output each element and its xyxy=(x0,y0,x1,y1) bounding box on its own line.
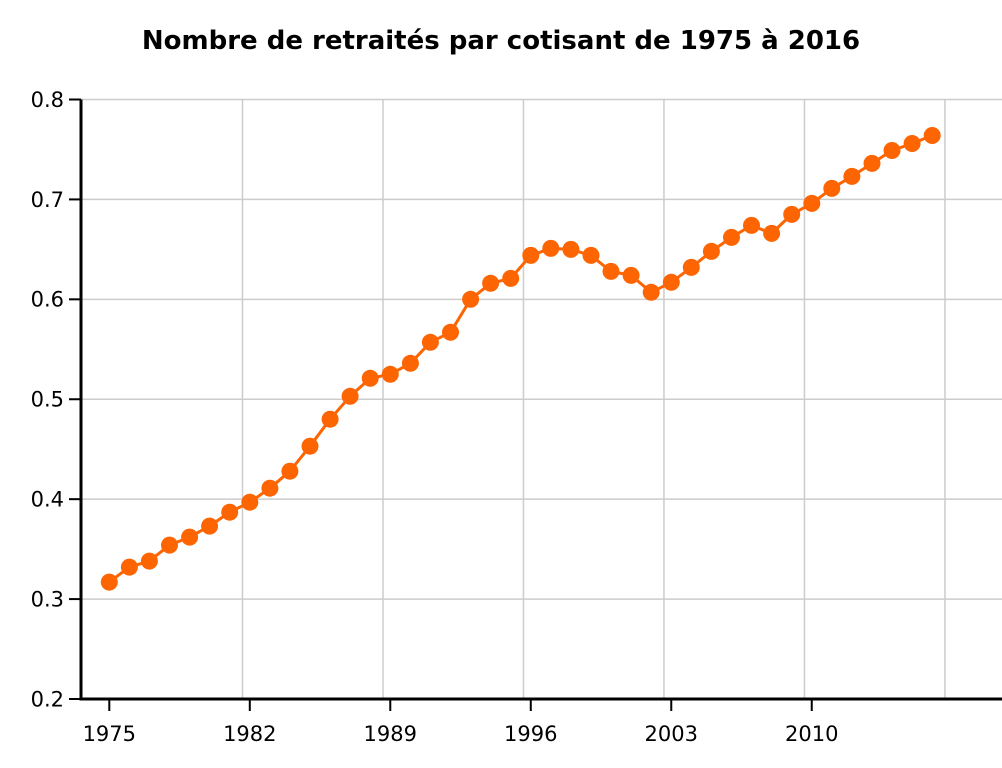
data-point-marker xyxy=(261,479,279,497)
data-point-marker xyxy=(181,528,199,546)
data-point-marker xyxy=(301,437,319,455)
data-point-marker xyxy=(201,517,219,535)
data-point-marker xyxy=(903,135,921,152)
y-axis-tick-label: 0.6 xyxy=(31,288,64,312)
x-axis-tick-label: 2003 xyxy=(645,722,698,746)
data-point-marker xyxy=(442,323,459,341)
x-axis-tick-label: 1989 xyxy=(364,722,417,746)
data-point-marker xyxy=(140,552,158,570)
data-point-marker xyxy=(502,269,520,287)
x-axis-tick-label: 1975 xyxy=(83,722,136,746)
data-point-marker xyxy=(923,127,941,144)
data-point-marker xyxy=(723,228,740,246)
data-point-marker xyxy=(361,369,379,387)
data-point-marker xyxy=(321,410,339,428)
data-point-marker xyxy=(783,205,801,223)
data-point-marker xyxy=(401,354,419,372)
data-point-marker xyxy=(542,239,560,257)
chart-title: Nombre de retraités par cotisant de 1975… xyxy=(141,26,861,56)
data-point-marker xyxy=(281,462,299,480)
data-point-marker xyxy=(662,273,680,291)
data-point-marker xyxy=(622,266,640,284)
data-point-marker xyxy=(883,142,901,159)
x-axis-tick-label: 2010 xyxy=(785,722,838,746)
data-point-marker xyxy=(642,283,660,301)
y-axis-tick-label: 0.8 xyxy=(31,88,64,112)
x-axis-tick-label: 1982 xyxy=(223,722,276,746)
data-point-marker xyxy=(120,558,138,576)
data-point-marker xyxy=(482,274,500,292)
data-point-marker xyxy=(161,536,178,554)
data-point-marker xyxy=(462,290,480,308)
data-point-marker xyxy=(341,387,359,405)
data-point-marker xyxy=(763,224,781,242)
y-axis-tick-label: 0.7 xyxy=(31,188,64,212)
data-point-marker xyxy=(582,246,600,264)
data-point-marker xyxy=(421,333,439,351)
data-point-marker xyxy=(241,493,259,511)
data-point-marker xyxy=(702,242,720,260)
data-point-marker xyxy=(602,262,620,280)
y-axis-tick-label: 0.4 xyxy=(31,488,64,512)
y-axis-tick-label: 0.2 xyxy=(31,687,64,711)
data-point-marker xyxy=(823,179,841,197)
data-point-marker xyxy=(522,246,540,264)
x-axis-tick-label: 1996 xyxy=(504,722,557,746)
data-point-marker xyxy=(221,503,239,521)
data-point-marker xyxy=(100,573,118,591)
data-point-marker xyxy=(843,167,861,185)
data-point-marker xyxy=(562,240,580,258)
data-point-marker xyxy=(381,365,399,383)
data-point-marker xyxy=(682,258,700,276)
data-point-marker xyxy=(743,216,760,234)
y-axis-tick-label: 0.3 xyxy=(31,587,64,611)
y-axis-tick-label: 0.5 xyxy=(31,388,64,412)
data-point-marker xyxy=(863,154,881,172)
data-point-marker xyxy=(803,194,821,212)
